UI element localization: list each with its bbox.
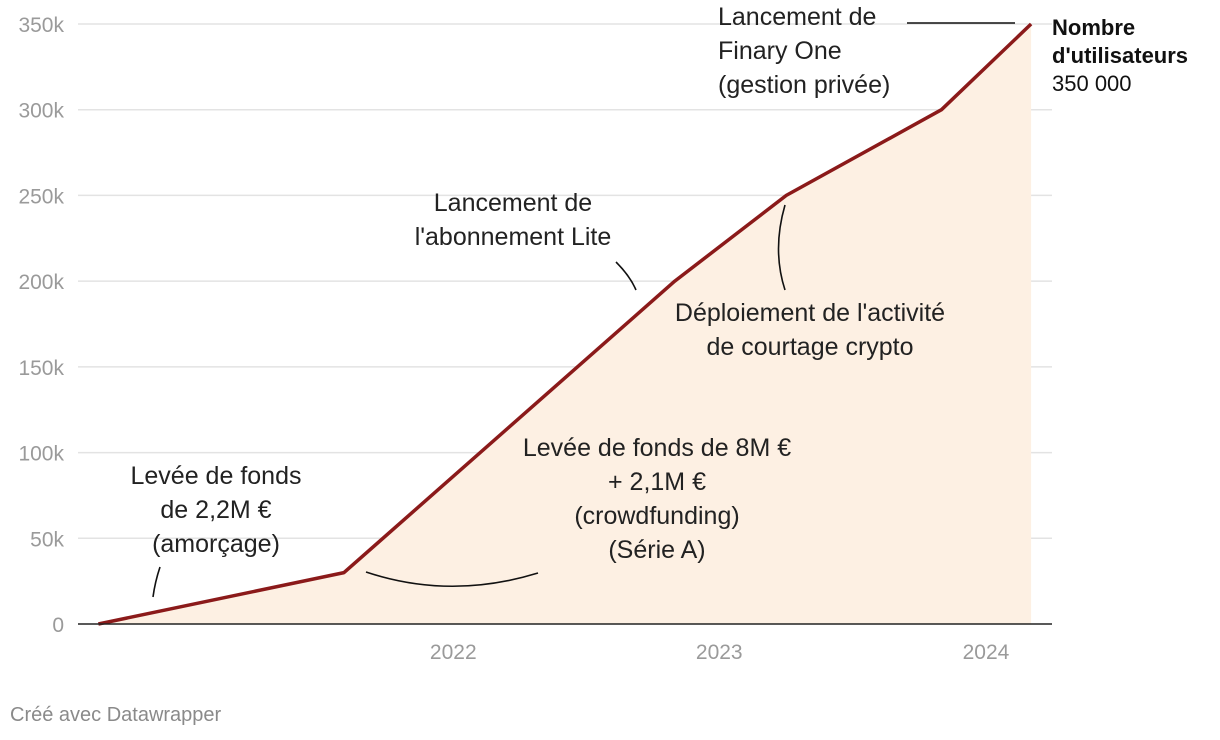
y-tick-label: 0 bbox=[52, 614, 64, 637]
annotation-line: Levée de fonds bbox=[131, 462, 302, 490]
end-label-value: 350 000 bbox=[1052, 71, 1132, 96]
series-line bbox=[98, 22, 1033, 626]
annotation-line: de courtage crypto bbox=[706, 333, 913, 361]
annotation-connector bbox=[777, 204, 786, 291]
annotation: Lancement de l'abonnement Lite bbox=[415, 189, 612, 251]
annotation: Levée de fonds de 2,2M € (amorçage) bbox=[131, 462, 302, 558]
annotation-connectors bbox=[152, 22, 1015, 598]
annotation-connector bbox=[615, 261, 637, 291]
annotation-line: Déploiement de l'activité bbox=[675, 299, 945, 327]
annotation: Lancement de Finary One (gestion privée) bbox=[718, 3, 890, 99]
annotation-line: (Série A) bbox=[608, 536, 705, 564]
annotation-line: l'abonnement Lite bbox=[415, 223, 612, 251]
y-tick-label: 350k bbox=[18, 14, 64, 37]
annotation-connector bbox=[152, 566, 161, 598]
y-tick-label: 50k bbox=[30, 528, 64, 551]
y-tick-label: 100k bbox=[18, 443, 64, 466]
x-tick-label: 2023 bbox=[696, 641, 743, 664]
annotation-connector bbox=[365, 571, 539, 588]
annotation-line: Levée de fonds de 8M € bbox=[523, 434, 791, 462]
x-axis-ticks: 2022 2023 2024 bbox=[430, 641, 1010, 664]
y-axis-ticks: 0 50k 100k 150k 200k 250k 300k 350k bbox=[18, 14, 64, 637]
annotation: Déploiement de l'activité de courtage cry… bbox=[675, 299, 945, 361]
end-label: Nombre d'utilisateurs 350 000 bbox=[1052, 15, 1188, 96]
annotation-line: Lancement de bbox=[718, 3, 876, 31]
annotation: Levée de fonds de 8M € + 2,1M € (crowdfund… bbox=[523, 434, 791, 564]
y-tick-label: 300k bbox=[18, 100, 64, 123]
annotation-line: de 2,2M € bbox=[160, 496, 271, 524]
annotation-line: + 2,1M € bbox=[608, 468, 706, 496]
annotation-line: (amorçage) bbox=[152, 530, 280, 558]
end-label-title: d'utilisateurs bbox=[1052, 43, 1188, 68]
area-fill bbox=[98, 24, 1032, 624]
end-label-title: Nombre bbox=[1052, 15, 1135, 40]
annotation-line: Lancement de bbox=[434, 189, 592, 217]
annotation-line: Finary One bbox=[718, 37, 842, 65]
y-tick-label: 150k bbox=[18, 357, 64, 380]
x-tick-label: 2022 bbox=[430, 641, 477, 664]
y-tick-label: 200k bbox=[18, 271, 64, 294]
datawrapper-credit: Créé avec Datawrapper bbox=[10, 704, 222, 726]
annotation-line: (crowdfunding) bbox=[574, 502, 739, 530]
y-tick-label: 250k bbox=[18, 185, 64, 208]
annotation-line: (gestion privée) bbox=[718, 71, 890, 99]
x-tick-label: 2024 bbox=[963, 641, 1010, 664]
gridlines bbox=[78, 23, 1052, 540]
